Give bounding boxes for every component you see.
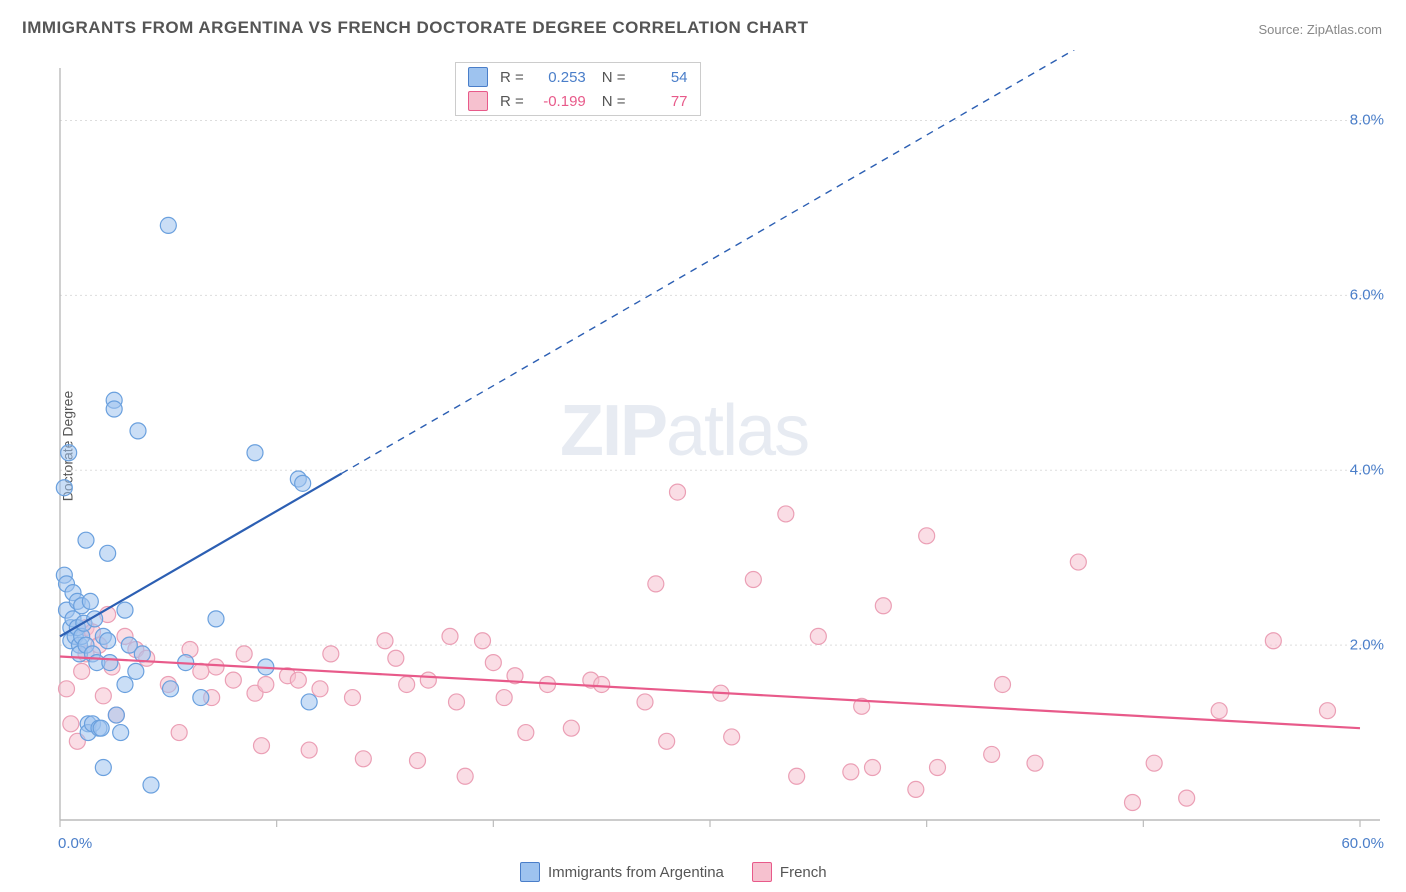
legend-label-a: Immigrants from Argentina: [548, 864, 724, 881]
r-label-a: R =: [500, 69, 524, 86]
chart-container: IMMIGRANTS FROM ARGENTINA VS FRENCH DOCT…: [0, 0, 1406, 892]
n-value-a: 54: [632, 69, 688, 86]
swatch-bottom-a: [520, 862, 540, 882]
swatch-bottom-b: [752, 862, 772, 882]
series-legend: Immigrants from Argentina French: [520, 862, 827, 882]
swatch-series-b: [468, 91, 488, 111]
swatch-series-a: [468, 67, 488, 87]
r-label-b: R =: [500, 93, 524, 110]
y-tick: 8.0%: [1350, 112, 1384, 129]
legend-row-series-b: R = -0.199 N = 77: [456, 89, 700, 113]
chart-title: IMMIGRANTS FROM ARGENTINA VS FRENCH DOCT…: [22, 18, 808, 38]
y-tick: 4.0%: [1350, 462, 1384, 479]
legend-row-series-a: R = 0.253 N = 54: [456, 65, 700, 89]
legend-item-b: French: [752, 862, 827, 882]
n-value-b: 77: [632, 93, 688, 110]
x-tick-max: 60.0%: [1341, 835, 1384, 852]
y-tick: 6.0%: [1350, 287, 1384, 304]
legend-label-b: French: [780, 864, 827, 881]
r-value-a: 0.253: [530, 69, 586, 86]
n-label-b: N =: [602, 93, 626, 110]
source-attribution: Source: ZipAtlas.com: [1258, 22, 1382, 37]
scatter-plot: [50, 50, 1386, 860]
x-tick-min: 0.0%: [58, 835, 92, 852]
legend-item-a: Immigrants from Argentina: [520, 862, 724, 882]
r-value-b: -0.199: [530, 93, 586, 110]
y-tick: 2.0%: [1350, 637, 1384, 654]
n-label-a: N =: [602, 69, 626, 86]
correlation-legend: R = 0.253 N = 54 R = -0.199 N = 77: [455, 62, 701, 116]
